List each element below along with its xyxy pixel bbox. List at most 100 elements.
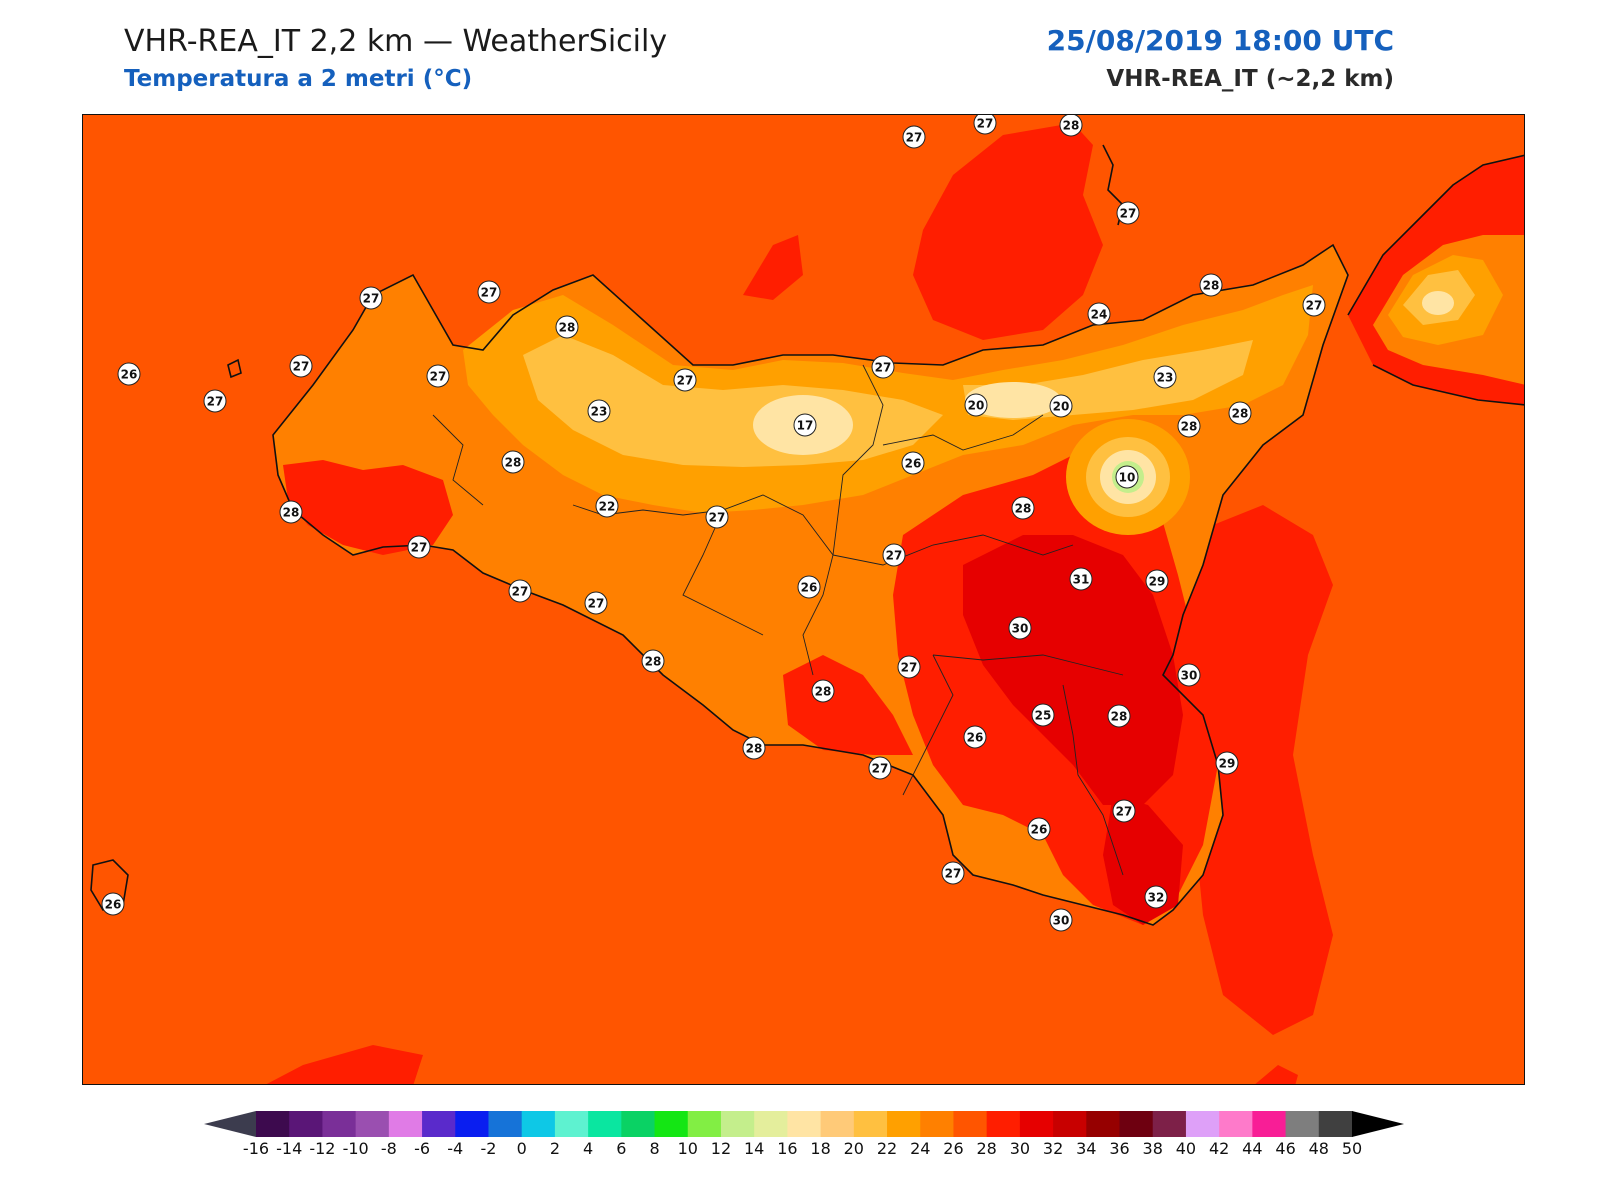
station-marker-circle	[1107, 704, 1131, 728]
station-temperature-label: 31	[1073, 573, 1090, 587]
station-temperature-label: 26	[967, 731, 984, 745]
station-marker: 27	[359, 286, 383, 310]
warm-patch-south-east	[1255, 1065, 1298, 1084]
colorbar-swatch	[654, 1111, 689, 1137]
station-marker-circle	[901, 451, 925, 475]
station-temperature-label: 30	[1012, 622, 1029, 636]
station-marker: 28	[279, 500, 303, 524]
station-marker: 28	[811, 679, 835, 703]
station-marker: 24	[1087, 302, 1111, 326]
station-temperature-label: 28	[746, 742, 763, 756]
station-marker: 27	[973, 115, 997, 135]
colorbar-tick-label: 2	[550, 1139, 560, 1158]
border-enna-catania	[832, 534, 1074, 566]
colorbar-swatch	[621, 1111, 656, 1137]
station-marker: 10	[1115, 465, 1139, 489]
station-marker-circle	[117, 362, 141, 386]
station-marker: 26	[1027, 817, 1051, 841]
station-marker: 17	[793, 413, 817, 437]
station-marker-circle	[1215, 751, 1239, 775]
colorbar-tick-label: 24	[910, 1139, 930, 1158]
warm-patch-tyrrhenian	[913, 123, 1103, 340]
station-marker-circle	[1302, 293, 1326, 317]
colorbar-tick-label: 4	[583, 1139, 593, 1158]
colorbar-swatch	[1086, 1111, 1121, 1137]
station-temperature-label: 23	[1157, 371, 1174, 385]
station-marker: 27	[871, 355, 895, 379]
station-marker-circle	[641, 649, 665, 673]
station-temperature-label: 26	[105, 898, 122, 912]
map-model-label: VHR-REA_IT (~2,2 km)	[1106, 66, 1394, 92]
station-temperature-label: 23	[591, 405, 608, 419]
calabria-coolest	[1422, 291, 1454, 315]
station-marker-circle	[673, 368, 697, 392]
temperature-field: 27 27 28 27 27 28 26 27 27 27 27 28 23 27 27 17 20 20 23 28…	[83, 115, 1524, 1084]
station-marker: 28	[501, 450, 525, 474]
station-temperature-label: 20	[968, 399, 985, 413]
station-marker-circle	[501, 450, 525, 474]
colorbar-tick-label: -6	[414, 1139, 430, 1158]
station-marker: 27	[882, 543, 906, 567]
station-marker-circle	[426, 364, 450, 388]
colorbar-tick-label: 50	[1342, 1139, 1362, 1158]
colorbar-swatch	[853, 1111, 888, 1137]
egadi-outline	[227, 358, 242, 379]
station-temperature-label: 27	[677, 374, 694, 388]
station-marker-circle	[1144, 885, 1168, 909]
station-temperature-label: 27	[512, 585, 529, 599]
station-marker-circle	[897, 655, 921, 679]
colorbar-swatch	[388, 1111, 423, 1137]
station-marker-circle	[1112, 799, 1136, 823]
station-marker-circle	[359, 286, 383, 310]
station-marker: 27	[673, 368, 697, 392]
colorbar-swatch	[355, 1111, 390, 1137]
station-marker-circle	[1027, 817, 1051, 841]
station-marker-circle	[941, 861, 965, 885]
province-borders	[432, 364, 1124, 876]
station-marker: 29	[1145, 569, 1169, 593]
station-temperature-label: 26	[905, 457, 922, 471]
station-marker-circle	[1059, 115, 1083, 137]
station-marker: 26	[963, 725, 987, 749]
station-marker-circle	[882, 543, 906, 567]
border-catania-ragusa	[932, 654, 1124, 676]
station-marker: 22	[595, 494, 619, 518]
station-marker-circle	[1199, 273, 1223, 297]
colorbar-tick-label: -14	[276, 1139, 302, 1158]
station-temperature-label: 26	[1031, 823, 1048, 837]
colorbar-swatch	[488, 1111, 523, 1137]
station-marker-circle	[595, 494, 619, 518]
colorbar-swatch	[1285, 1111, 1320, 1137]
station-marker: 27	[1112, 799, 1136, 823]
station-marker-circle	[1049, 908, 1073, 932]
station-marker: 27	[477, 280, 501, 304]
station-marker-circle	[902, 125, 926, 149]
colorbar-swatch	[754, 1111, 788, 1137]
colorbar-tick-label: -12	[309, 1139, 335, 1158]
station-temperature-label: 30	[1181, 669, 1198, 683]
colorbar-swatch	[820, 1111, 855, 1137]
colorbar-swatch	[455, 1111, 490, 1137]
station-marker-circle	[871, 355, 895, 379]
station-marker: 29	[1215, 751, 1239, 775]
colorbar-tick-label: 18	[810, 1139, 830, 1158]
station-marker: 20	[964, 393, 988, 417]
station-marker: 27	[902, 125, 926, 149]
colorbar-over-arrow	[1352, 1111, 1404, 1137]
station-marker-circle	[1177, 414, 1201, 438]
colorbar-tick-label: 34	[1076, 1139, 1096, 1158]
colorbar-swatch	[1219, 1111, 1253, 1137]
southeast-hot	[963, 535, 1183, 805]
colorbar-swatches	[204, 1111, 1404, 1137]
station-marker: 23	[1153, 365, 1177, 389]
station-marker: 27	[289, 354, 313, 378]
colorbar-tick-label: 32	[1043, 1139, 1063, 1158]
nebrodi-coolest	[965, 382, 1061, 418]
station-marker-circle	[508, 579, 532, 603]
station-marker-circle	[203, 389, 227, 413]
station-marker-circle	[289, 354, 313, 378]
station-marker: 27	[897, 655, 921, 679]
colorbar-swatch	[1252, 1111, 1287, 1137]
station-marker: 30	[1177, 663, 1201, 687]
station-temperature-label: 27	[207, 395, 224, 409]
